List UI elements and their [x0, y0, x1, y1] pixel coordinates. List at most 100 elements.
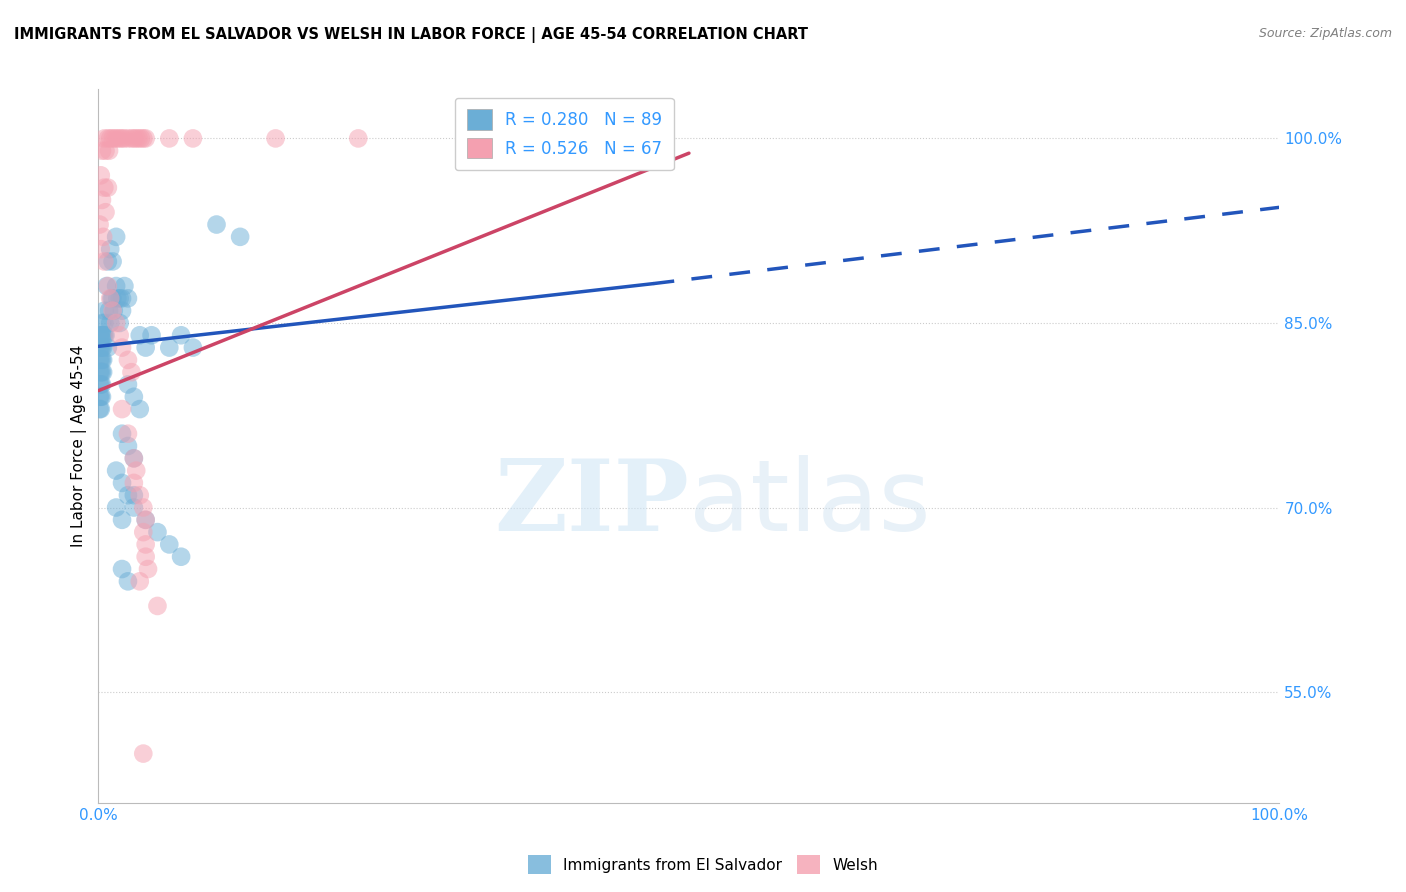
Point — [122, 475, 145, 490]
Point — [89, 352, 111, 367]
Text: Source: ZipAtlas.com: Source: ZipAtlas.com — [1258, 27, 1392, 40]
Point — [89, 377, 111, 392]
Point — [91, 193, 114, 207]
Point — [125, 464, 148, 478]
Point — [128, 131, 150, 145]
Point — [170, 549, 193, 564]
Point — [181, 341, 204, 355]
Point — [91, 328, 114, 343]
Point — [91, 377, 114, 392]
Point — [98, 131, 121, 145]
Point — [97, 180, 120, 194]
Point — [91, 390, 114, 404]
Point — [89, 390, 111, 404]
Point — [94, 328, 117, 343]
Point — [91, 316, 114, 330]
Point — [135, 341, 157, 355]
Point — [90, 169, 112, 183]
Point — [100, 291, 122, 305]
Point — [135, 537, 157, 551]
Point — [117, 426, 139, 441]
Point — [105, 500, 128, 515]
Point — [90, 242, 112, 256]
Point — [90, 352, 112, 367]
Point — [104, 131, 127, 145]
Point — [93, 303, 115, 318]
Point — [90, 402, 112, 417]
Point — [94, 205, 117, 219]
Text: atlas: atlas — [689, 455, 931, 551]
Point — [132, 747, 155, 761]
Point — [105, 316, 128, 330]
Point — [108, 328, 131, 343]
Point — [90, 328, 112, 343]
Legend: Immigrants from El Salvador, Welsh: Immigrants from El Salvador, Welsh — [522, 849, 884, 880]
Point — [157, 131, 180, 145]
Point — [91, 341, 114, 355]
Point — [135, 549, 157, 564]
Point — [97, 341, 120, 355]
Point — [105, 279, 128, 293]
Point — [89, 365, 111, 379]
Point — [128, 402, 150, 417]
Point — [94, 144, 117, 158]
Point — [117, 352, 139, 367]
Text: ZIP: ZIP — [494, 455, 689, 551]
Point — [98, 316, 121, 330]
Point — [105, 464, 128, 478]
Point — [98, 291, 121, 305]
Point — [91, 352, 114, 367]
Point — [117, 574, 139, 589]
Point — [91, 144, 114, 158]
Point — [108, 316, 131, 330]
Point — [112, 131, 135, 145]
Point — [93, 254, 115, 268]
Point — [93, 131, 115, 145]
Point — [111, 341, 134, 355]
Point — [117, 439, 139, 453]
Point — [93, 180, 115, 194]
Point — [111, 291, 134, 305]
Point — [121, 365, 143, 379]
Legend: R = 0.280   N = 89, R = 0.526   N = 67: R = 0.280 N = 89, R = 0.526 N = 67 — [456, 97, 673, 169]
Point — [132, 131, 155, 145]
Point — [122, 131, 145, 145]
Point — [146, 525, 169, 540]
Point — [117, 131, 139, 145]
Point — [111, 562, 134, 576]
Point — [111, 426, 134, 441]
Point — [122, 451, 145, 466]
Point — [125, 131, 148, 145]
Point — [122, 488, 145, 502]
Point — [98, 242, 121, 256]
Point — [108, 131, 131, 145]
Point — [93, 316, 115, 330]
Point — [89, 341, 111, 355]
Point — [111, 131, 134, 145]
Point — [111, 402, 134, 417]
Point — [136, 562, 159, 576]
Point — [108, 291, 131, 305]
Point — [101, 291, 124, 305]
Point — [111, 475, 134, 490]
Point — [128, 574, 150, 589]
Point — [90, 365, 112, 379]
Point — [101, 303, 124, 318]
Point — [111, 513, 134, 527]
Point — [132, 525, 155, 540]
Point — [128, 488, 150, 502]
Point — [98, 144, 121, 158]
Point — [117, 377, 139, 392]
Point — [129, 131, 152, 145]
Point — [89, 328, 111, 343]
Point — [170, 328, 193, 343]
Point — [91, 365, 114, 379]
Text: IMMIGRANTS FROM EL SALVADOR VS WELSH IN LABOR FORCE | AGE 45-54 CORRELATION CHAR: IMMIGRANTS FROM EL SALVADOR VS WELSH IN … — [14, 27, 808, 43]
Point — [157, 341, 180, 355]
Point — [141, 328, 163, 343]
Point — [264, 131, 287, 145]
Point — [128, 328, 150, 343]
Point — [347, 131, 370, 145]
Point — [157, 537, 180, 551]
Point — [101, 131, 124, 145]
